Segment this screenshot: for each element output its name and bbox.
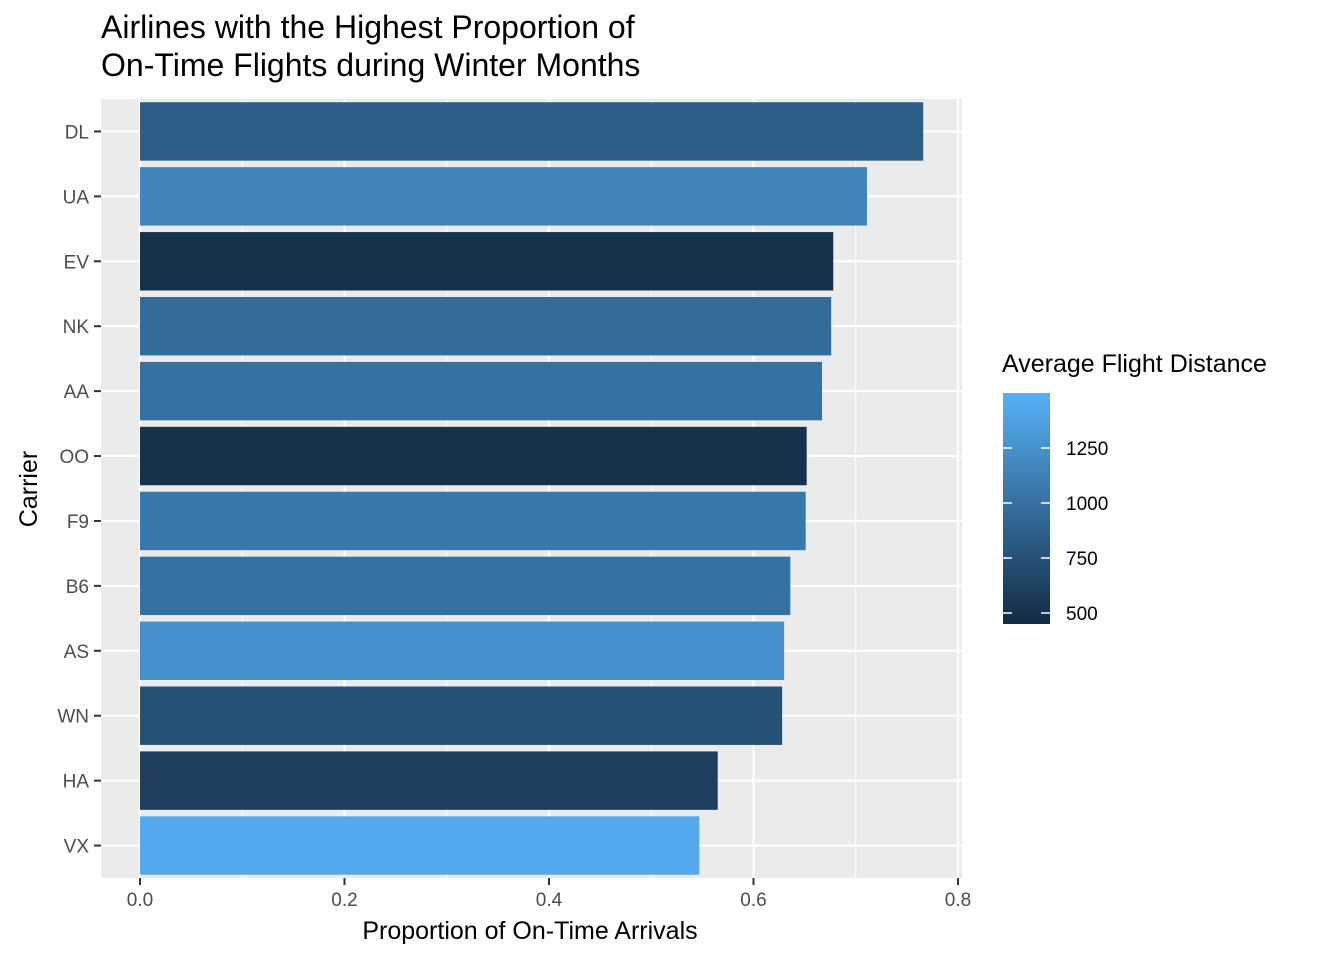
legend-tick-label: 1250 [1066, 439, 1108, 460]
bar-aa [140, 361, 823, 421]
chart-title: Airlines with the Highest Proportion of … [101, 8, 640, 84]
bar-ua [140, 167, 867, 226]
bar-ha [140, 751, 718, 810]
legend-colorbar [1003, 393, 1050, 624]
legend-tick-label: 750 [1066, 549, 1098, 570]
y-axis: DL UA EV NK AA OO F9 B6 AS WN HA VX [57, 122, 101, 858]
grid-minor-lines [241, 99, 857, 878]
y-tick-label-nk: NK [63, 317, 90, 338]
y-tick-label-b6: B6 [66, 577, 89, 598]
x-tick-label: 0.8 [945, 890, 971, 911]
bar-nk [140, 296, 832, 356]
y-tick-label-ev: EV [64, 252, 90, 273]
legend-tick-label: 1000 [1066, 494, 1108, 515]
bar-dl [140, 102, 924, 161]
legend-ticks: 500 750 1000 1250 [1003, 439, 1108, 625]
y-tick-label-oo: OO [59, 447, 89, 468]
legend-tick-label: 500 [1066, 604, 1098, 625]
bar-f9 [140, 491, 806, 551]
x-tick-label: 0.0 [127, 890, 153, 911]
x-tick-label: 0.2 [331, 890, 357, 911]
x-tick-label: 0.6 [740, 890, 766, 911]
chart-title-line-2: On-Time Flights during Winter Months [101, 47, 641, 83]
y-tick-label-aa: AA [64, 382, 90, 403]
plot-panel [101, 99, 962, 878]
bar-as [140, 621, 785, 681]
bar-vx [140, 816, 700, 875]
bar-wn [140, 686, 783, 745]
y-tick-label-ua: UA [63, 187, 90, 208]
bar-b6 [140, 556, 791, 616]
y-tick-label-dl: DL [65, 122, 89, 143]
bars [140, 102, 924, 875]
x-tick-label: 0.4 [536, 890, 563, 911]
legend-title: Average Flight Distance [1002, 350, 1267, 378]
chart-title-line-1: Airlines with the Highest Proportion of [101, 9, 635, 45]
y-tick-label-f9: F9 [67, 512, 89, 533]
y-tick-label-vx: VX [64, 837, 90, 858]
y-tick-label-ha: HA [63, 772, 90, 793]
bar-ev [140, 232, 834, 291]
y-tick-label-wn: WN [57, 707, 89, 728]
x-axis-title: Proportion of On-Time Arrivals [362, 917, 697, 945]
y-axis-title: Carrier [15, 451, 43, 527]
bar-oo [140, 426, 807, 486]
x-axis: 0.0 0.2 0.4 0.6 0.8 [127, 878, 971, 911]
y-tick-label-as: AS [64, 642, 89, 663]
